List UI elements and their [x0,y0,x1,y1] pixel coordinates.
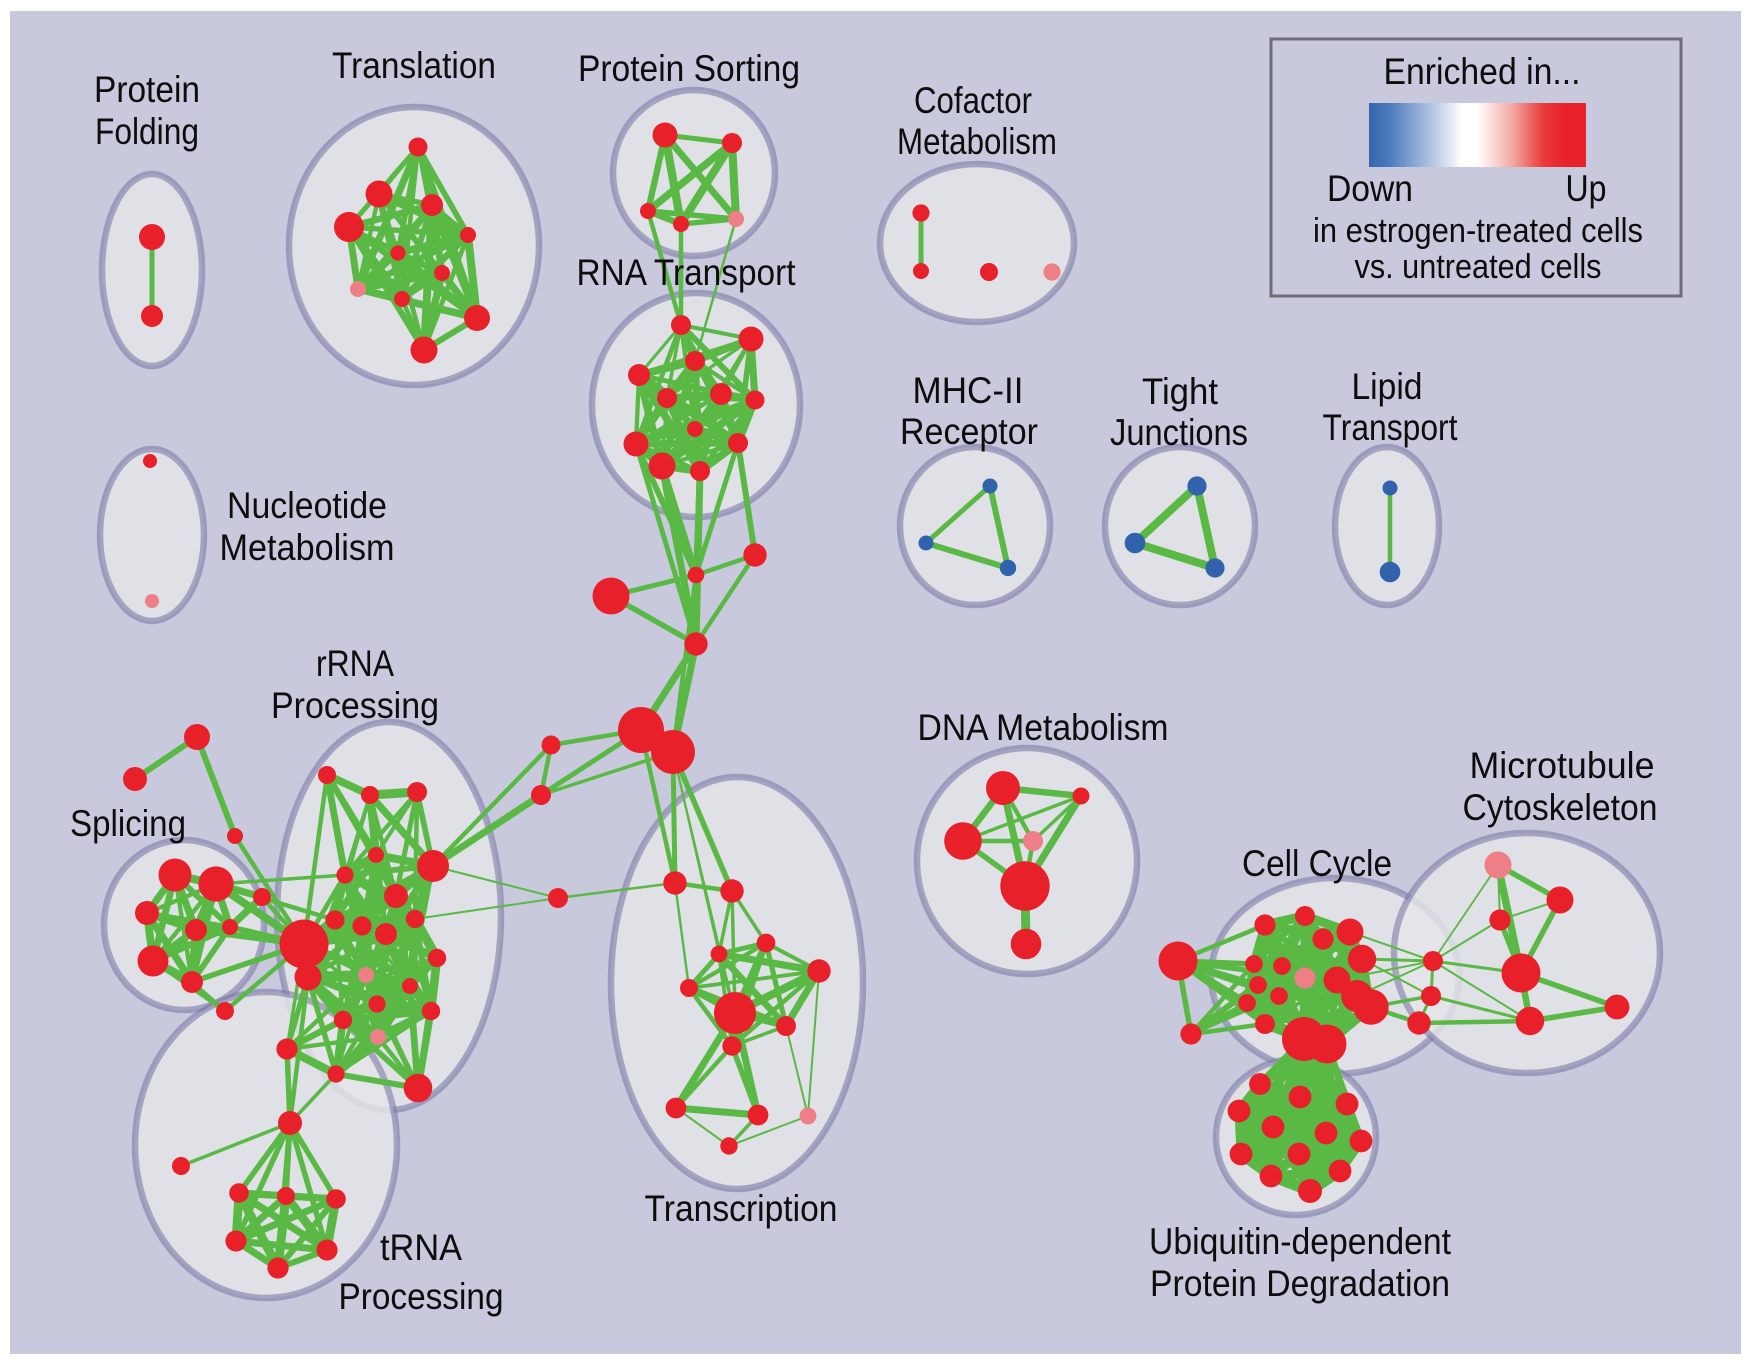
svg-text:Ubiquitin-dependent: Ubiquitin-dependent [1149,1221,1452,1262]
svg-text:vs. untreated cells: vs. untreated cells [1355,248,1602,286]
svg-text:Translation: Translation [332,45,496,86]
svg-text:Junctions: Junctions [1110,412,1248,453]
svg-text:Folding: Folding [95,111,199,152]
svg-text:Lipid: Lipid [1352,366,1423,407]
svg-text:Microtubule: Microtubule [1470,745,1655,786]
svg-text:Splicing: Splicing [70,803,186,844]
svg-text:in estrogen-treated cells: in estrogen-treated cells [1313,212,1643,250]
svg-text:Metabolism: Metabolism [897,121,1057,162]
svg-text:rRNA: rRNA [316,643,394,684]
svg-text:Protein: Protein [94,69,200,110]
svg-text:MHC-II: MHC-II [913,370,1024,411]
svg-text:Cell Cycle: Cell Cycle [1242,843,1392,884]
svg-text:Cytoskeleton: Cytoskeleton [1463,787,1658,828]
svg-text:Nucleotide: Nucleotide [227,485,387,526]
svg-text:Transcription: Transcription [645,1188,838,1229]
svg-text:RNA Transport: RNA Transport [577,252,797,293]
svg-text:DNA Metabolism: DNA Metabolism [918,707,1169,748]
svg-text:Metabolism: Metabolism [220,527,395,568]
svg-text:Processing: Processing [271,685,439,726]
svg-text:Cofactor: Cofactor [914,80,1032,121]
svg-text:Processing: Processing [339,1276,504,1317]
svg-text:Tight: Tight [1142,371,1219,412]
svg-text:tRNA: tRNA [380,1227,462,1268]
svg-text:Enriched in...: Enriched in... [1384,51,1581,92]
svg-text:Transport: Transport [1323,407,1459,448]
svg-text:Up: Up [1566,168,1607,209]
svg-text:Receptor: Receptor [900,411,1038,452]
svg-text:Protein Degradation: Protein Degradation [1150,1263,1450,1304]
svg-text:Protein Sorting: Protein Sorting [578,48,800,89]
svg-text:Down: Down [1327,168,1413,209]
